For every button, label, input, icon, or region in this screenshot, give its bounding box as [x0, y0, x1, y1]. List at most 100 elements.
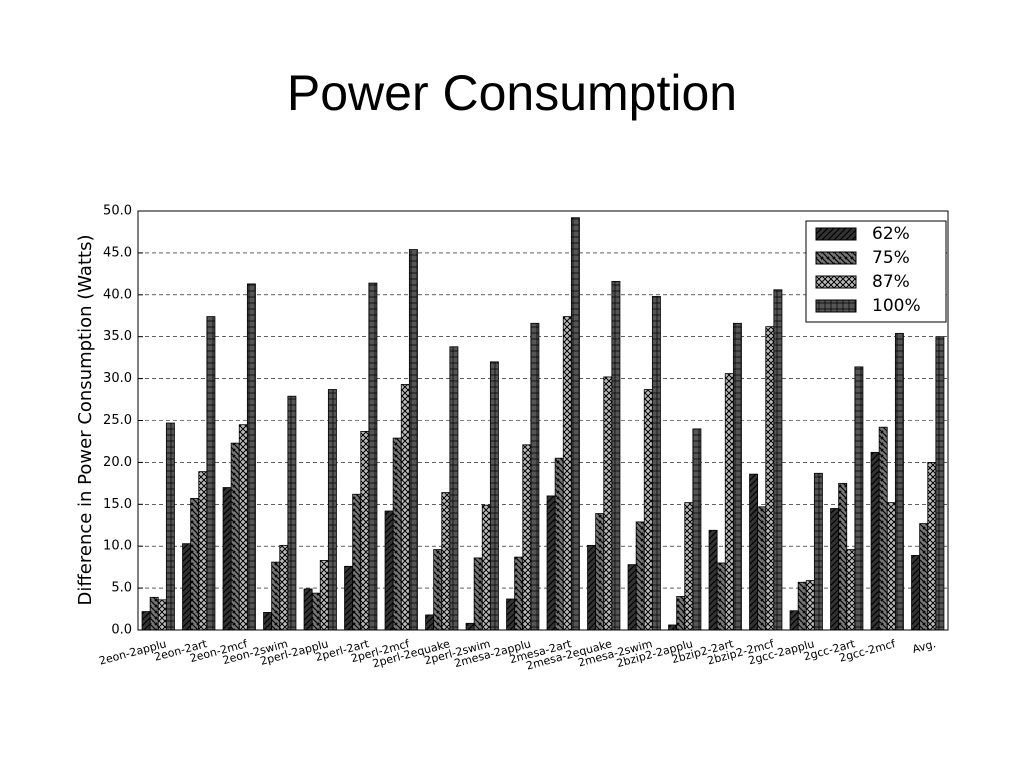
bar — [141, 611, 151, 631]
bar — [919, 523, 929, 631]
bar — [603, 376, 613, 631]
bar — [894, 332, 904, 631]
bar — [400, 384, 410, 631]
bar — [238, 424, 248, 631]
bar — [570, 217, 580, 631]
bar — [190, 498, 200, 631]
legend-swatch — [815, 275, 857, 289]
bar — [643, 389, 653, 631]
bar — [319, 560, 329, 631]
y-tick-label: 25.0 — [103, 413, 132, 428]
bar — [360, 430, 370, 631]
bar — [287, 395, 297, 631]
bar — [271, 561, 281, 631]
bar — [246, 283, 256, 631]
bar — [724, 373, 734, 631]
bar — [886, 502, 896, 631]
bar — [522, 444, 532, 631]
bar — [838, 482, 848, 631]
bar — [554, 457, 564, 631]
bar — [222, 487, 232, 631]
bar — [263, 612, 273, 631]
bar — [716, 562, 726, 631]
x-tick-label: Avg. — [911, 637, 937, 656]
legend-label: 62% — [872, 224, 910, 244]
bar — [854, 366, 864, 631]
bar — [392, 437, 402, 631]
bar — [506, 598, 516, 631]
legend-label: 75% — [872, 248, 910, 268]
bar — [198, 471, 208, 631]
bar — [813, 472, 823, 631]
bar — [149, 596, 159, 631]
legend-swatch — [815, 251, 857, 265]
bar — [230, 442, 240, 631]
y-tick-label: 45.0 — [103, 245, 132, 260]
bar — [732, 322, 742, 631]
bar — [611, 280, 621, 631]
bar — [708, 529, 718, 631]
bar — [668, 624, 678, 631]
bar — [773, 289, 783, 631]
chart-title: Power Consumption — [287, 65, 737, 121]
bar — [595, 513, 605, 631]
bar — [692, 428, 702, 631]
bar — [311, 592, 321, 631]
bar — [303, 588, 313, 631]
bar — [473, 557, 483, 631]
bar — [546, 495, 556, 631]
y-tick-label: 35.0 — [103, 329, 132, 344]
bar — [384, 510, 394, 631]
bar — [757, 506, 767, 631]
legend-label: 87% — [872, 272, 910, 292]
legend-label: 100% — [872, 296, 921, 316]
bar — [279, 544, 289, 631]
plot-frame — [137, 210, 949, 631]
bar — [441, 492, 451, 631]
bar — [327, 389, 337, 631]
y-tick-label: 5.0 — [111, 581, 132, 596]
bar — [676, 596, 686, 631]
bar — [870, 451, 880, 631]
bar — [157, 599, 167, 631]
bar — [935, 336, 945, 631]
y-tick-label: 40.0 — [103, 287, 132, 302]
bar — [206, 316, 216, 631]
bar — [562, 316, 572, 631]
bar — [684, 502, 694, 631]
y-tick-label: 0.0 — [111, 623, 132, 638]
bar — [344, 565, 354, 631]
bar — [635, 521, 645, 631]
bar — [514, 556, 524, 631]
bar — [587, 544, 597, 631]
y-tick-label: 10.0 — [103, 539, 132, 554]
bar — [878, 426, 888, 631]
bar — [805, 580, 815, 631]
bar — [830, 508, 840, 631]
bar — [789, 610, 799, 631]
y-tick-label: 50.0 — [103, 204, 132, 219]
y-axis-label: Difference in Power Consumption (Watts) — [75, 235, 96, 606]
bar — [651, 296, 661, 631]
y-tick-label: 15.0 — [103, 497, 132, 512]
bar — [846, 549, 856, 631]
bar — [449, 346, 459, 631]
bar — [368, 282, 378, 631]
bar — [465, 622, 475, 631]
legend-swatch — [815, 227, 857, 241]
legend-swatch — [815, 299, 857, 313]
y-tick-label: 20.0 — [103, 455, 132, 470]
bar — [911, 555, 921, 631]
bar — [481, 504, 491, 631]
bar — [530, 322, 540, 631]
bar — [182, 543, 192, 631]
bar — [797, 581, 807, 631]
bar — [433, 549, 443, 631]
y-tick-label: 30.0 — [103, 371, 132, 386]
bar — [165, 422, 175, 631]
bar — [425, 614, 435, 631]
bar — [749, 473, 759, 631]
bar — [927, 461, 937, 631]
